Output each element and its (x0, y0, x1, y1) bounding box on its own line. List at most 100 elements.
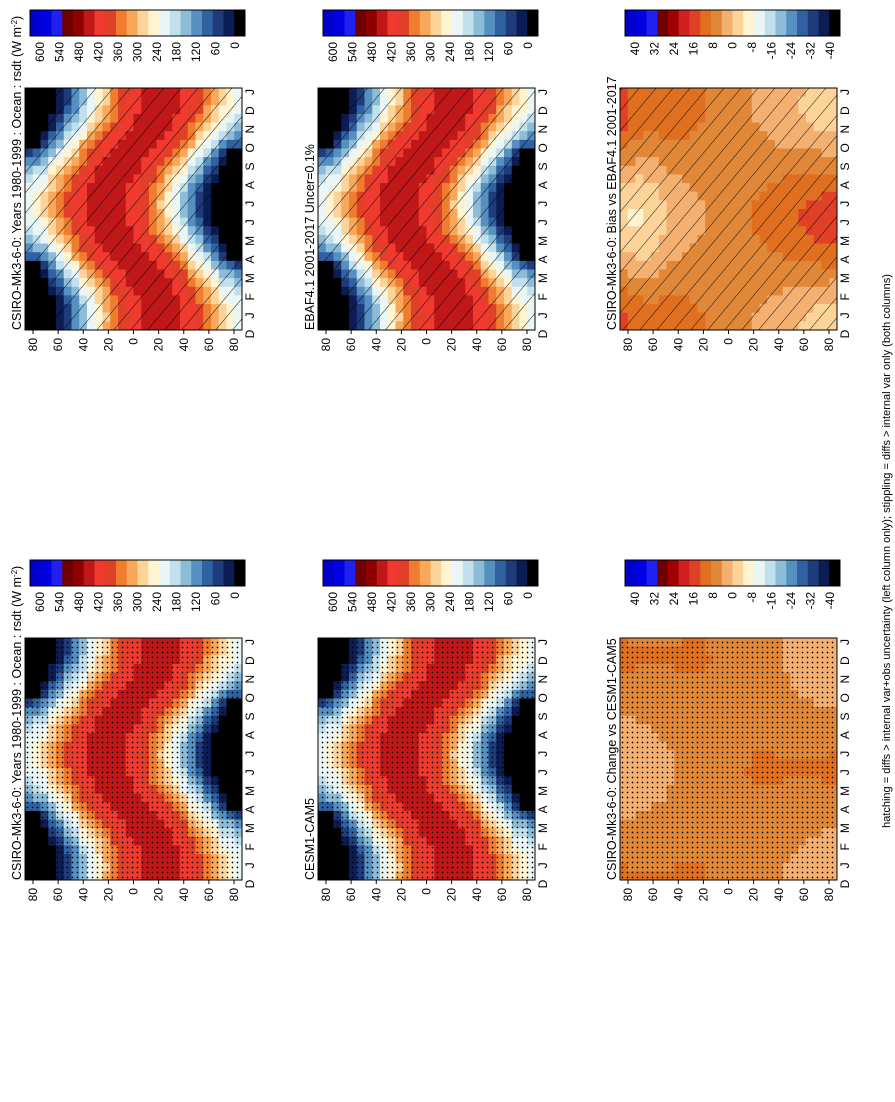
month-tick-label: N (243, 125, 257, 134)
colorbar-tick-label: 120 (189, 42, 203, 62)
panel-comparison-model: 80 60 40 20 0 20 40 60 80DJFMAMJJASONDJCESM1-CAM… (303, 559, 550, 902)
month-tick-label: N (838, 125, 852, 134)
lat-tick-label: 20 (152, 338, 166, 352)
colorbar-swatch (180, 10, 192, 36)
month-tick-label: D (838, 106, 852, 115)
colorbar-tick-label: 0 (521, 42, 535, 49)
colorbar-swatch (829, 10, 841, 36)
month-tick-label: J (536, 89, 550, 95)
month-tick-label: O (536, 143, 550, 152)
colorbar-tick-label: 240 (150, 42, 164, 62)
lat-tick-label: 60 (495, 338, 509, 352)
month-tick-label: N (243, 675, 257, 684)
month-tick-label: J (243, 862, 257, 868)
colorbar-swatch (721, 10, 733, 36)
colorbar-swatch (344, 560, 356, 586)
panels-layer: 80 60 40 20 0 20 40 60 80DJFMAMJJASONDJCSIRO-Mk3… (10, 9, 852, 902)
colorbar-tick-label: 420 (92, 42, 106, 62)
colorbar-swatch (807, 10, 819, 36)
colorbar-swatch (754, 10, 766, 36)
colorbar-swatch (73, 10, 85, 36)
colorbar-swatch (797, 10, 809, 36)
colorbar-swatch (180, 560, 192, 586)
month-tick-label: J (536, 312, 550, 318)
colorbar-tick-label: 120 (482, 42, 496, 62)
colorbar-swatch (148, 10, 160, 36)
month-tick-label: M (536, 823, 550, 833)
month-tick-label: S (536, 162, 550, 170)
lat-tick-label: 40 (470, 888, 484, 902)
month-tick-label: A (536, 181, 550, 189)
month-tick-label: A (243, 256, 257, 264)
title-suffix: ) (10, 566, 24, 570)
colorbar-tick-label: 420 (385, 592, 399, 612)
lat-tick-label: 40 (369, 888, 383, 902)
panel-model-climatology-repeat: 80 60 40 20 0 20 40 60 80DJFMAMJJASONDJCSIRO-Mk3… (10, 559, 257, 902)
colorbar-swatch (775, 10, 787, 36)
colorbar-tick-label: 24 (667, 42, 681, 56)
month-tick-label: N (536, 675, 550, 684)
month-tick-label: A (243, 181, 257, 189)
colorbar-swatch (51, 560, 63, 586)
lat-tick-label: 40 (177, 888, 191, 902)
colorbar-swatch (62, 560, 74, 586)
colorbar-swatch (657, 10, 669, 36)
month-tick-label: D (243, 106, 257, 115)
colorbar-swatch (212, 10, 224, 36)
lat-tick-label: 40 (671, 338, 685, 352)
lat-tick-label: 40 (76, 338, 90, 352)
month-tick-label: J (536, 769, 550, 775)
lat-tick-label: 60 (202, 338, 216, 352)
hatching-overlay (318, 88, 535, 330)
colorbar-frame (322, 9, 539, 37)
colorbar-tick-label: 40 (628, 42, 642, 56)
colorbar-swatch (191, 10, 203, 36)
lat-tick-label: 0 (127, 888, 141, 895)
colorbar-tick-label: 480 (365, 42, 379, 62)
colorbar-tick-label: 240 (443, 592, 457, 612)
month-tick-label: D (838, 329, 852, 338)
colorbar-frame (624, 9, 841, 37)
colorbar-swatch (700, 10, 712, 36)
colorbar-swatch (73, 560, 85, 586)
month-tick-label: J (243, 312, 257, 318)
colorbar-tick-label: 0 (726, 42, 740, 49)
colorbar-swatch (441, 560, 453, 586)
month-tick-label: J (536, 751, 550, 757)
month-tick-label: O (838, 143, 852, 152)
colorbar-tick-label: 480 (72, 592, 86, 612)
colorbar-tick-label: 180 (170, 592, 184, 612)
colorbar-swatch (159, 560, 171, 586)
colorbar-tick-label: 0 (228, 592, 242, 599)
colorbar-swatch (452, 560, 464, 586)
month-tick-label: F (243, 843, 257, 850)
colorbar-tick-label: 360 (111, 592, 125, 612)
colorbar-swatch (105, 10, 117, 36)
month-tick-label: M (243, 273, 257, 283)
colorbar-tick-label: 600 (326, 592, 340, 612)
title-suffix: ) (10, 16, 24, 20)
colorbar-tick-label: 180 (463, 592, 477, 612)
lat-tick-label: 60 (51, 888, 65, 902)
month-tick-label: A (536, 731, 550, 739)
month-tick-label: J (243, 201, 257, 207)
colorbar-swatch (495, 560, 507, 586)
month-tick-label: J (243, 89, 257, 95)
lat-tick-label: 80 (319, 888, 333, 902)
colorbar-swatch (30, 560, 42, 586)
colorbar-tick-label: 60 (502, 42, 516, 56)
colorbar-swatch (376, 560, 388, 586)
colorbar-swatch (137, 10, 149, 36)
colorbar-swatch (191, 560, 203, 586)
colorbar-tick-label: 540 (346, 592, 360, 612)
month-tick-label: S (243, 162, 257, 170)
colorbar-tick-label: 60 (502, 592, 516, 606)
colorbar-tick-label: 360 (404, 592, 418, 612)
month-tick-label: J (536, 219, 550, 225)
colorbar-swatch (126, 10, 138, 36)
colorbar-swatch (323, 10, 335, 36)
lat-tick-label: 80 (520, 888, 534, 902)
lat-tick-label: 20 (394, 338, 408, 352)
panel-title: CSIRO-Mk3-6-0: Bias vs EBAF4.1 2001-2017 (605, 76, 619, 330)
month-tick-label: J (243, 219, 257, 225)
